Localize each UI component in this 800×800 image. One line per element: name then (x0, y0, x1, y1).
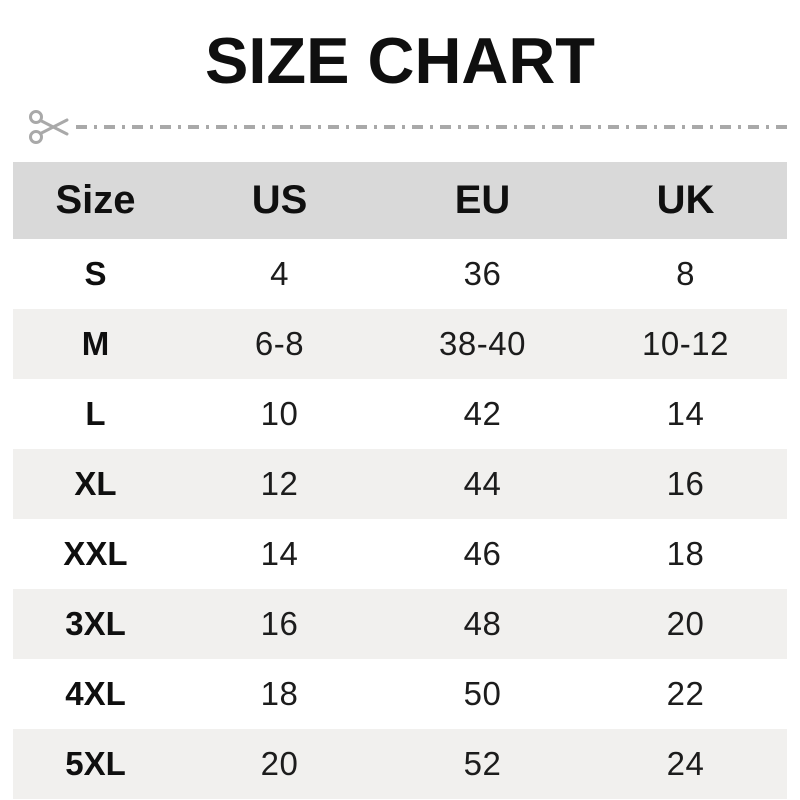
table-row: L 10 42 14 (13, 379, 787, 449)
header-cell-us: US (251, 178, 308, 222)
value-cell: 4 (270, 255, 289, 292)
size-cell: 3XL (65, 605, 126, 642)
header-row: Size US EU UK (13, 162, 787, 239)
size-cell: L (85, 395, 106, 432)
table-row: XXL 14 46 18 (13, 519, 787, 589)
value-cell: 10 (260, 395, 299, 432)
header-cell-size: Size (55, 178, 136, 222)
value-cell: 18 (260, 675, 299, 712)
value-cell: 42 (463, 395, 502, 432)
value-cell: 18 (666, 535, 705, 572)
page-title: SIZE CHART (205, 24, 595, 97)
table-row: 4XL 18 50 22 (13, 659, 787, 729)
value-cell: 36 (463, 255, 502, 292)
size-cell: M (81, 325, 110, 362)
size-chart-table: Size US EU UK S 4 36 8 M 6-8 38-40 10-12 L 10 42 14… (13, 162, 787, 799)
value-cell: 50 (463, 675, 502, 712)
dash-line (76, 125, 792, 129)
value-cell: 44 (463, 465, 502, 502)
table-row: 3XL 16 48 20 (13, 589, 787, 659)
size-cell: XXL (63, 535, 128, 572)
value-cell: 22 (666, 675, 705, 712)
header-cell-eu: EU (454, 178, 511, 222)
scissors-icon (29, 110, 69, 144)
value-cell: 38-40 (439, 325, 526, 362)
table-row: S 4 36 8 (13, 239, 787, 309)
value-cell: 12 (260, 465, 299, 502)
value-cell: 6-8 (254, 325, 305, 362)
size-cell: XL (74, 465, 117, 502)
value-cell: 14 (666, 395, 705, 432)
size-cell: 4XL (65, 675, 126, 712)
size-cell: 5XL (65, 745, 126, 782)
value-cell: 46 (463, 535, 502, 572)
value-cell: 24 (666, 745, 705, 782)
header-cell-uk: UK (656, 178, 715, 222)
value-cell: 20 (260, 745, 299, 782)
value-cell: 16 (260, 605, 299, 642)
value-cell: 14 (260, 535, 299, 572)
size-cell: S (84, 255, 107, 292)
value-cell: 52 (463, 745, 502, 782)
table-row: M 6-8 38-40 10-12 (13, 309, 787, 379)
table-row: 5XL 20 52 24 (13, 729, 787, 799)
value-cell: 16 (666, 465, 705, 502)
table-row: XL 12 44 16 (13, 449, 787, 519)
value-cell: 8 (676, 255, 695, 292)
value-cell: 48 (463, 605, 502, 642)
value-cell: 20 (666, 605, 705, 642)
value-cell: 10-12 (642, 325, 729, 362)
cut-line-divider (28, 106, 792, 148)
